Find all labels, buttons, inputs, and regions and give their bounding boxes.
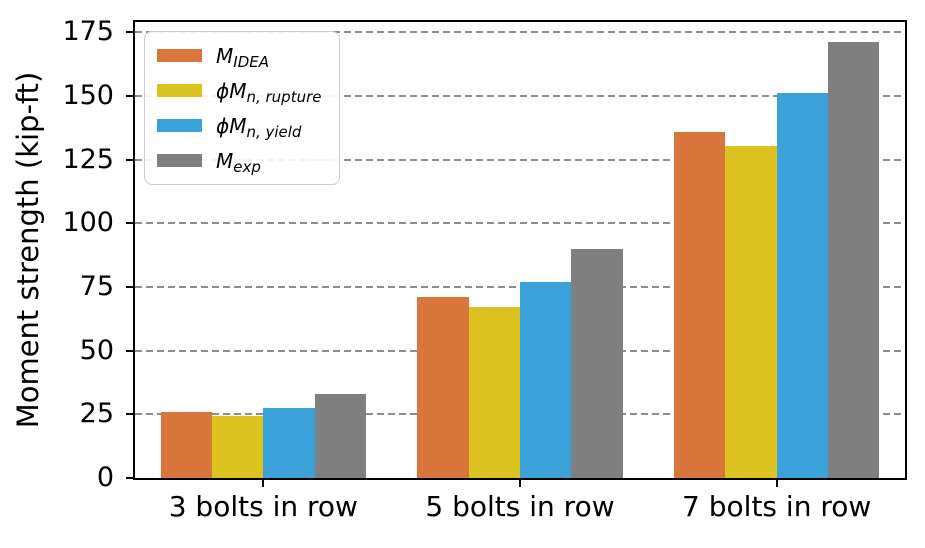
bar-phiMn_yield [263,407,315,478]
legend-label: ϕMn, yield [216,113,302,141]
y-tick-mark [126,158,133,161]
legend-label: MIDEA [216,43,269,71]
bar-M_exp [571,248,623,478]
y-tick-mark [126,477,133,479]
bar-phiMn_yield [520,281,572,478]
legend: MIDEA ϕMn, rupture ϕMn, yield Mexp [144,31,341,185]
y-tick-label: 150 [62,79,114,111]
x-tick-label: 5 bolts in row [425,490,615,523]
y-tick-mark [126,94,133,97]
y-tick-label: 0 [96,462,114,493]
y-tick-label: 175 [62,16,114,48]
gridline [135,94,905,97]
bar-phiMn_rupture [725,145,777,478]
gridline [135,222,905,225]
legend-item: Mexp [157,147,321,174]
bar-M_IDEA [417,297,469,478]
legend-swatch [157,119,202,132]
x-tick-mark [262,480,265,487]
bar-M_IDEA [160,411,212,478]
y-tick-mark [126,31,133,34]
bar-M_IDEA [674,131,726,478]
y-tick-label: 75 [79,270,114,302]
x-tick-mark [775,480,778,487]
legend-label: ϕMn, rupture [216,78,322,106]
bar-phiMn_yield [776,93,828,478]
y-tick-label: 100 [62,207,114,239]
legend-item: ϕMn, rupture [157,77,321,104]
x-tick-label: 7 bolts in row [682,490,872,523]
legend-swatch [157,49,202,62]
y-tick-label: 25 [79,398,114,430]
y-tick-mark [126,285,133,288]
bar-phiMn_rupture [212,415,264,478]
legend-swatch [157,84,202,97]
bar-M_exp [314,393,366,478]
legend-item: MIDEA [157,42,321,69]
x-tick-mark [519,480,521,487]
y-tick-label: 50 [79,334,114,366]
gridline [135,158,905,161]
legend-item: ϕMn, yield [157,112,321,139]
y-tick-mark [126,349,133,352]
y-tick-mark [126,413,133,416]
plot-area: MIDEA ϕMn, rupture ϕMn, yield Mexp [133,20,907,480]
bar-phiMn_rupture [468,307,520,478]
y-tick-mark [126,222,133,225]
x-tick-label: 3 bolts in row [168,490,358,523]
legend-swatch [157,154,202,167]
y-axis-title: Moment strength (kip-ft) [11,71,45,429]
gridline [135,31,905,34]
bar-M_exp [828,42,880,478]
y-tick-label: 125 [62,143,114,175]
legend-label: Mexp [216,148,261,176]
